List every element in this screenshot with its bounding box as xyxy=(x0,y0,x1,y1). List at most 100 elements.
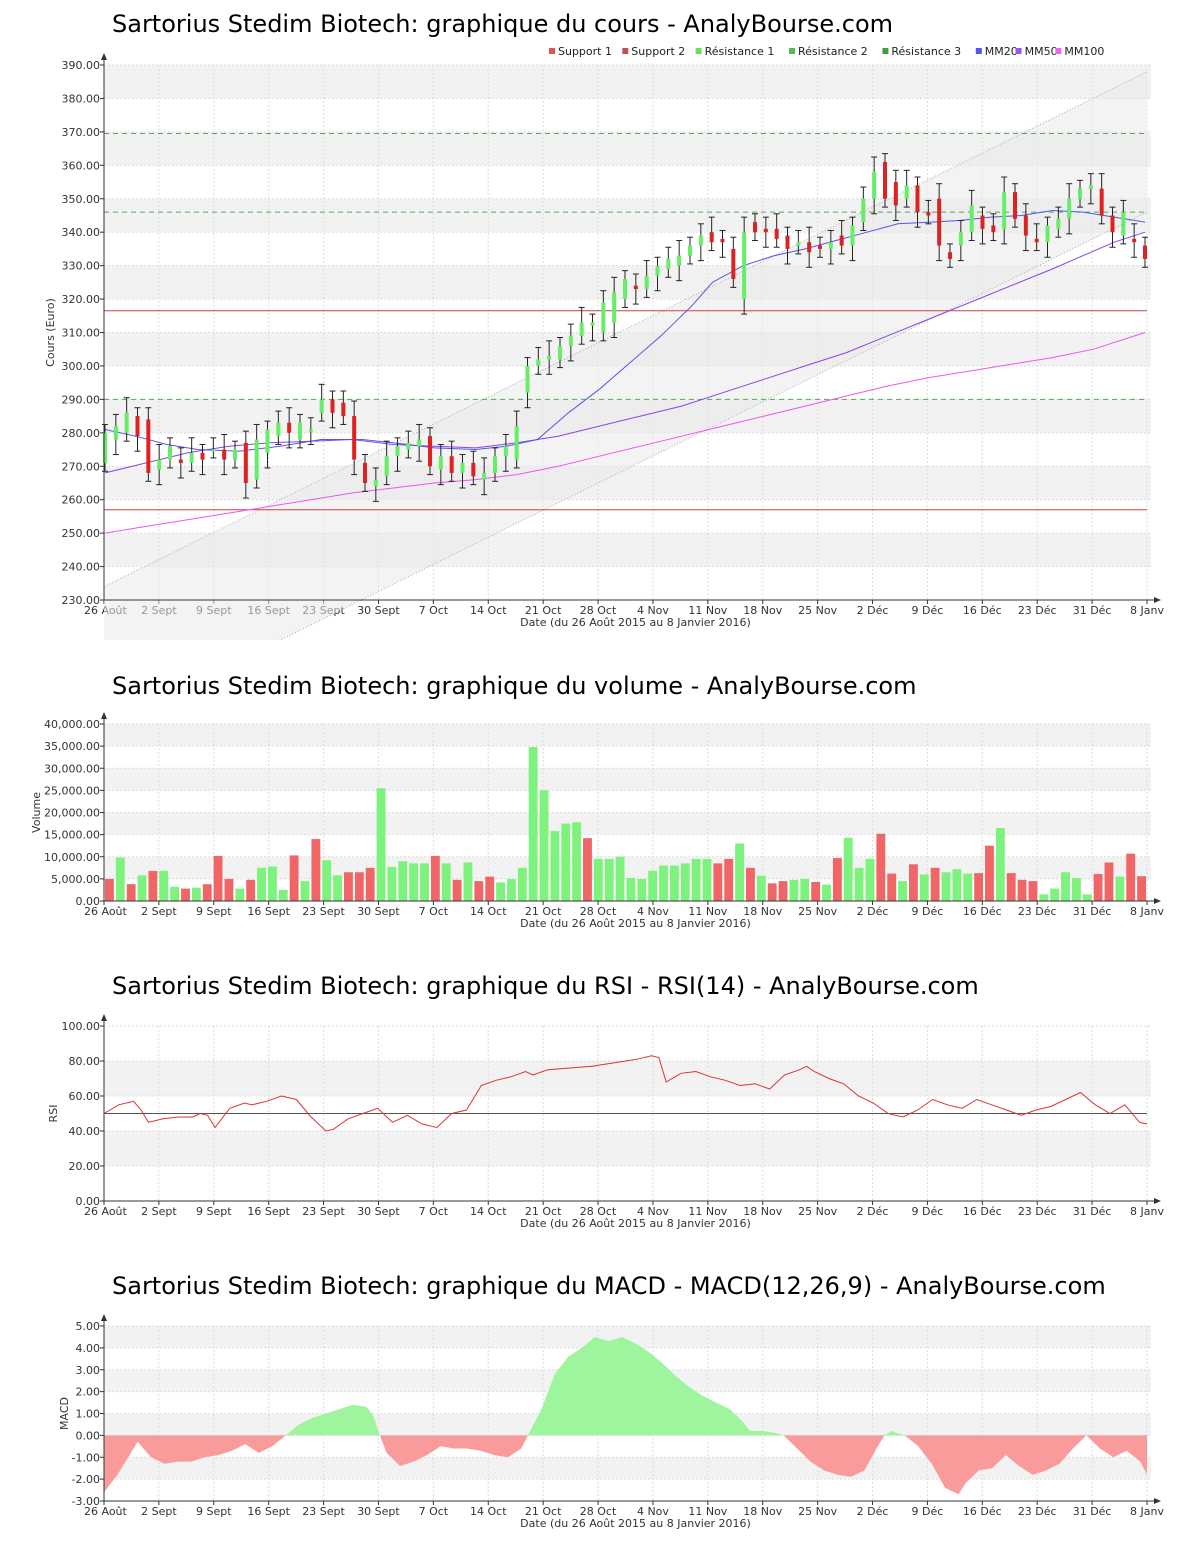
volume-bar xyxy=(311,839,321,901)
candle xyxy=(471,462,476,477)
volume-bar xyxy=(474,881,484,901)
x-tick-label: 23 Déc xyxy=(1018,1205,1057,1218)
y-axis-arrow xyxy=(101,1014,107,1021)
volume-bar xyxy=(463,862,473,901)
x-tick-label: 8 Janv xyxy=(1130,604,1164,617)
volume-bar xyxy=(485,876,495,901)
x-tick-label: 26 Août xyxy=(84,905,128,918)
x-tick-label: 9 Sept xyxy=(196,1205,232,1218)
y-axis-label: Volume xyxy=(30,792,43,833)
x-tick-label: 8 Janv xyxy=(1130,1505,1164,1518)
x-tick-label: 2 Déc xyxy=(857,604,889,617)
y-tick-label: 1.00 xyxy=(76,1408,101,1421)
x-tick-label: 30 Sept xyxy=(357,1205,400,1218)
volume-bar xyxy=(898,881,907,901)
x-tick-label: 14 Oct xyxy=(470,604,507,617)
volume-bar xyxy=(756,875,766,901)
x-tick-label: 16 Sept xyxy=(247,905,290,918)
y-tick-label: 25,000.00 xyxy=(44,784,100,797)
x-tick-label: 26 Août xyxy=(84,1505,128,1518)
y-tick-label: 0.00 xyxy=(76,1429,101,1442)
volume-chart-title: Sartorius Stedim Biotech: graphique du v… xyxy=(112,672,917,700)
macd-chart: -3.00 -2.00 -1.00 0.00 1.00 2.00 3.00 4.00 5.00 2… xyxy=(58,1314,1164,1530)
grid-band xyxy=(104,1326,1151,1348)
candle xyxy=(417,439,422,447)
candle xyxy=(287,422,292,433)
x-tick-label: 23 Sept xyxy=(302,905,345,918)
volume-bar xyxy=(539,790,549,901)
candle xyxy=(731,248,736,279)
volume-bar xyxy=(235,888,245,901)
volume-bar xyxy=(800,878,810,901)
candle xyxy=(514,426,519,460)
y-tick-label: 60.00 xyxy=(69,1090,101,1103)
x-tick-label: 28 Oct xyxy=(580,604,617,617)
legend-swatch xyxy=(789,48,795,54)
volume-bar xyxy=(246,879,256,901)
candle xyxy=(558,345,562,360)
volume-bar xyxy=(659,865,668,901)
candle xyxy=(1143,245,1147,259)
volume-bar xyxy=(300,881,310,901)
volume-bar xyxy=(1082,894,1092,901)
candle xyxy=(341,402,346,417)
x-tick-label: 2 Déc xyxy=(857,905,889,918)
candle xyxy=(807,242,812,253)
candle xyxy=(590,322,595,326)
x-tick-label: 7 Oct xyxy=(419,905,449,918)
legend-swatch xyxy=(1015,48,1022,54)
candle xyxy=(1013,192,1017,219)
candle xyxy=(948,252,952,259)
volume-bar xyxy=(680,863,690,901)
candle xyxy=(438,456,443,470)
x-tick-label: 23 Sept xyxy=(302,1505,345,1518)
y-tick-label: 5.00 xyxy=(76,1320,101,1333)
volume-bar xyxy=(572,822,582,901)
legend-entry: MM50 xyxy=(1025,45,1058,58)
x-tick-label: 21 Oct xyxy=(525,905,562,918)
candle xyxy=(709,232,714,243)
grid-band xyxy=(104,1457,1151,1480)
legend-entry: MM100 xyxy=(1064,45,1104,58)
x-tick-label: 11 Nov xyxy=(688,604,727,617)
volume-bar xyxy=(930,867,940,901)
legend-swatch xyxy=(549,48,555,54)
candle xyxy=(1088,185,1093,189)
y-axis-arrow xyxy=(101,1314,107,1321)
candle xyxy=(633,285,638,290)
candle xyxy=(200,452,205,460)
candle xyxy=(655,265,660,276)
x-tick-label: 16 Déc xyxy=(963,905,1002,918)
x-tick-label: 25 Nov xyxy=(798,1505,837,1518)
candle xyxy=(330,399,335,413)
y-tick-label: 290.00 xyxy=(62,393,101,406)
candle xyxy=(406,442,411,450)
candle xyxy=(958,232,963,246)
volume-bar xyxy=(126,884,136,901)
x-tick-label: 31 Déc xyxy=(1073,905,1112,918)
candle xyxy=(579,322,584,336)
candle xyxy=(742,232,747,300)
price-chart-title: Sartorius Stedim Biotech: graphique du c… xyxy=(112,10,894,38)
candle xyxy=(373,479,378,487)
y-tick-label: 390.00 xyxy=(62,59,101,72)
macd-panel: Sartorius Stedim Biotech: graphique du M… xyxy=(0,1260,1200,1550)
y-tick-label: -2.00 xyxy=(72,1473,100,1486)
legend-swatch xyxy=(975,48,982,54)
volume-bar xyxy=(202,884,212,901)
trend-channel-lower xyxy=(279,211,1148,640)
volume-bar xyxy=(159,870,169,901)
volume-bar xyxy=(322,860,332,901)
y-tick-label: -3.00 xyxy=(72,1495,100,1508)
candle xyxy=(698,235,703,246)
x-axis-arrow xyxy=(1154,898,1161,904)
candle xyxy=(677,255,682,266)
candle xyxy=(796,242,801,246)
x-tick-label: 18 Nov xyxy=(743,1505,782,1518)
trend-channel-upper xyxy=(103,71,1148,588)
volume-bar xyxy=(735,843,745,901)
volume-bar xyxy=(257,867,266,901)
legend-swatch xyxy=(1055,48,1062,54)
volume-bar xyxy=(409,863,419,901)
candle xyxy=(460,462,465,473)
